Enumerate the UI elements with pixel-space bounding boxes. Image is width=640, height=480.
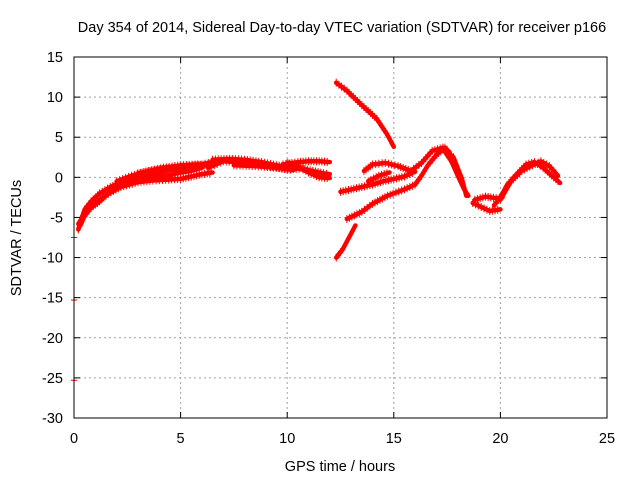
x-tick-label: 15: [386, 431, 402, 447]
y-tick-label: -30: [42, 411, 63, 427]
y-tick-label: 0: [55, 170, 63, 186]
y-tick-label: -5: [50, 210, 63, 226]
chart-title: Day 354 of 2014, Sidereal Day-to-day VTE…: [78, 20, 606, 36]
y-tick-label: 5: [55, 130, 63, 146]
y-tick-label: -25: [42, 371, 63, 387]
plot-border: [73, 56, 608, 419]
x-axis-label: GPS time / hours: [285, 459, 395, 475]
series-line-arc12: [333, 223, 358, 260]
x-axis-ticks: 0 5 10 15 20 25: [70, 57, 615, 447]
x-tick-label: 20: [492, 431, 508, 447]
y-tick-label: -15: [42, 291, 63, 307]
x-tick-label: 0: [70, 431, 78, 447]
grid: [74, 57, 607, 418]
x-tick-label: 25: [599, 431, 615, 447]
y-axis-ticks: -30 -25 -20 -15 -10 -5 0 5 10 15: [42, 50, 607, 427]
y-tick-label: -10: [42, 251, 63, 267]
series-group: [76, 78, 563, 262]
y-axis-label: SDTVAR / TECUs: [9, 180, 25, 296]
x-tick-label: 5: [177, 431, 185, 447]
y-tick-label: 10: [47, 90, 63, 106]
x-tick-label: 10: [279, 431, 295, 447]
y-tick-label: 15: [47, 50, 63, 66]
y-tick-label: -20: [42, 331, 63, 347]
series-line-arc3: [76, 170, 215, 227]
